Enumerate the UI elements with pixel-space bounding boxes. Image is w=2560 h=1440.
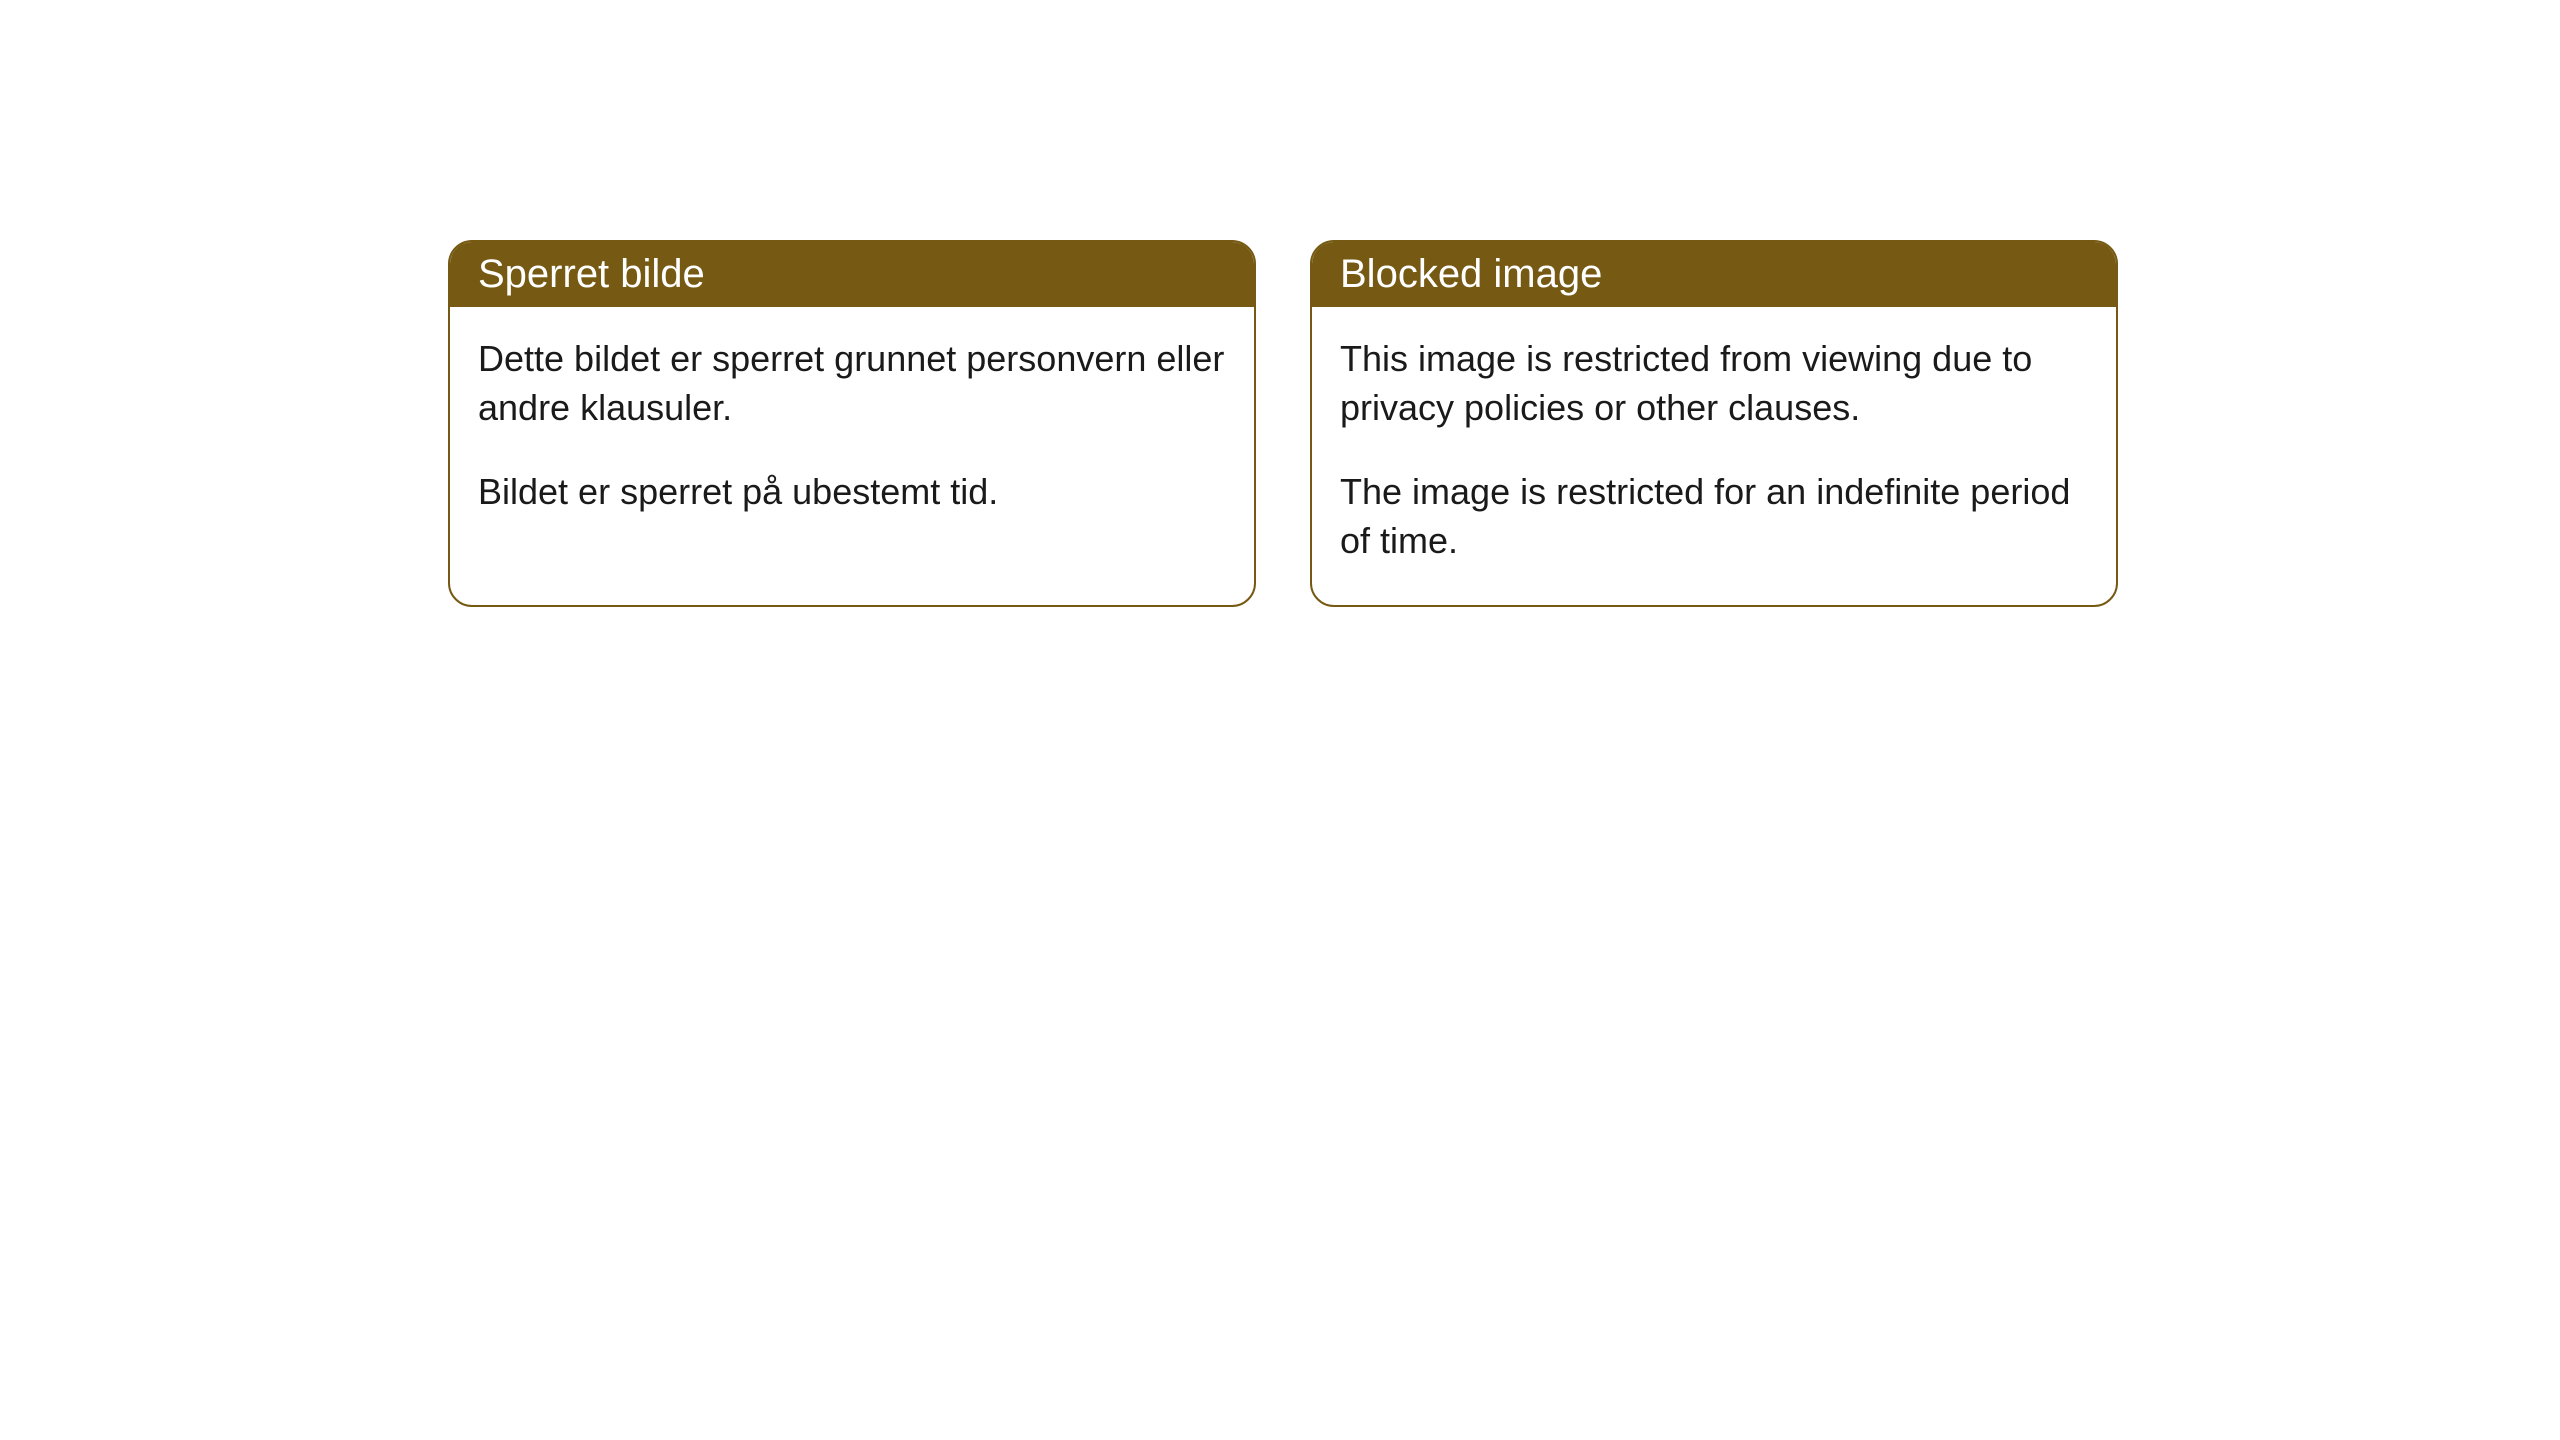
notice-title-english: Blocked image (1312, 242, 2116, 307)
notice-paragraph-1-norwegian: Dette bildet er sperret grunnet personve… (478, 335, 1226, 432)
notice-card-english: Blocked image This image is restricted f… (1310, 240, 2118, 607)
notice-body-norwegian: Dette bildet er sperret grunnet personve… (450, 307, 1254, 557)
notice-card-norwegian: Sperret bilde Dette bildet er sperret gr… (448, 240, 1256, 607)
notice-paragraph-1-english: This image is restricted from viewing du… (1340, 335, 2088, 432)
notice-paragraph-2-english: The image is restricted for an indefinit… (1340, 468, 2088, 565)
notice-body-english: This image is restricted from viewing du… (1312, 307, 2116, 605)
notice-title-norwegian: Sperret bilde (450, 242, 1254, 307)
notice-cards-container: Sperret bilde Dette bildet er sperret gr… (448, 240, 2118, 607)
notice-paragraph-2-norwegian: Bildet er sperret på ubestemt tid. (478, 468, 1226, 517)
